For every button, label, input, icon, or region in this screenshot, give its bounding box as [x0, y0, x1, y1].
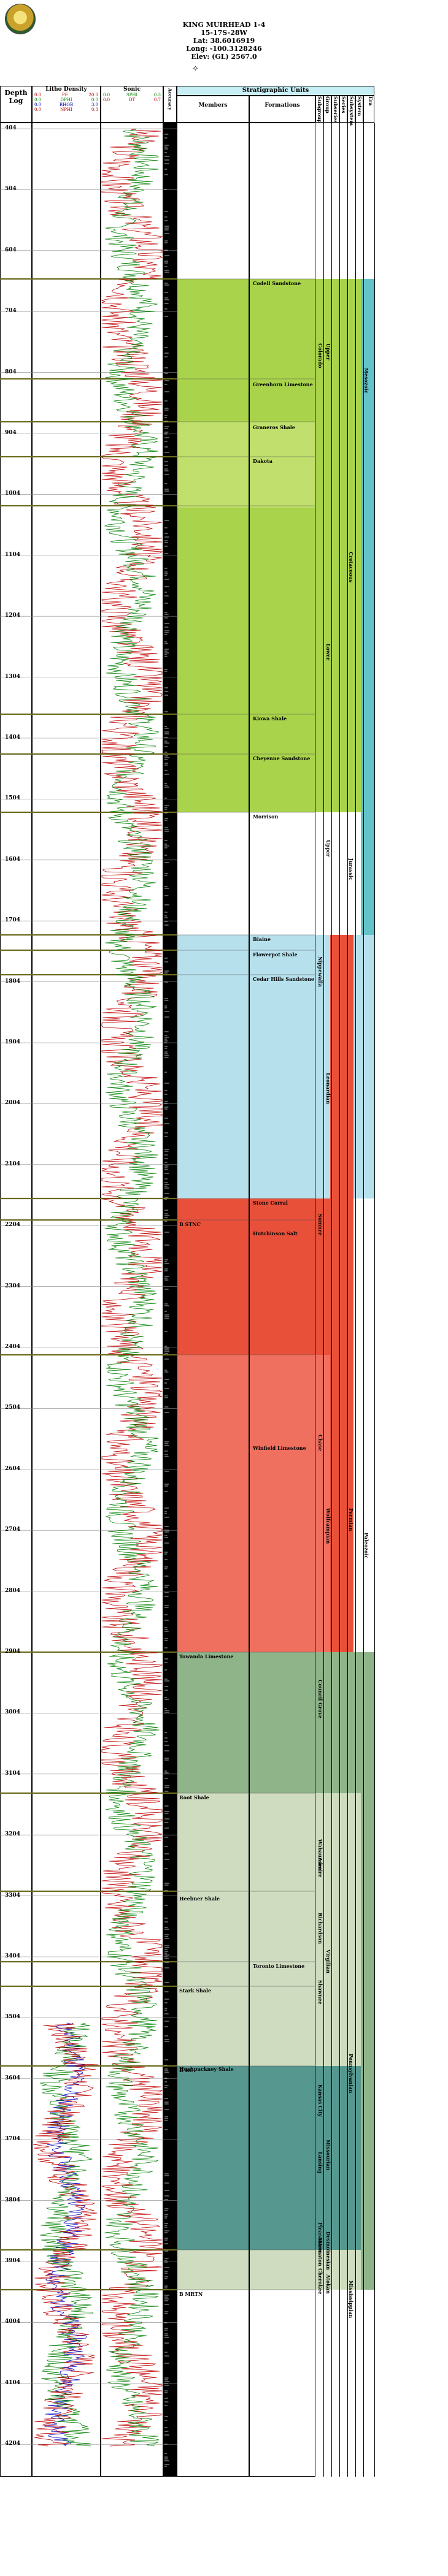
- member-label: Graneros Shale: [253, 424, 295, 430]
- depth-label: 2304: [5, 1283, 29, 1289]
- depth-label: 1104: [5, 552, 29, 558]
- depth-label: 1204: [5, 612, 29, 619]
- member-label: B STNC: [179, 1221, 201, 1227]
- depth-label: 1404: [5, 734, 29, 741]
- strat-unit-label: Desmoinesian: [325, 2231, 331, 2270]
- member-label: Cedar Hills Sandstone: [253, 976, 314, 982]
- depth-label: 3504: [5, 2014, 29, 2020]
- member-label: Kiowa Shale: [253, 715, 287, 722]
- depth-label: 704: [5, 308, 29, 314]
- strat-unit-label: Jurassic: [348, 858, 354, 880]
- depth-label: 1004: [5, 490, 29, 497]
- depth-label: 404: [5, 125, 29, 131]
- strat-unit-label: Mississippian: [348, 2281, 354, 2318]
- member-label: Towanda Limestone: [179, 1653, 233, 1660]
- depth-label: 2204: [5, 1222, 29, 1228]
- strat-unit-label: Permian: [348, 1508, 354, 1531]
- depth-label: 1304: [5, 674, 29, 680]
- strat-unit-label: Virgilian: [325, 1949, 331, 1973]
- depth-label: 4004: [5, 2319, 29, 2325]
- strat-unit-label: Sumner: [317, 1214, 323, 1235]
- strat-unit-label: Cherokee: [317, 2268, 323, 2295]
- strat-unit-label: Nippewalla: [317, 956, 323, 987]
- depth-label: 2904: [5, 1648, 29, 1655]
- depth-label: 3004: [5, 1709, 29, 1715]
- strat-unit-label: Leonardian: [325, 1073, 331, 1104]
- depth-label: 3104: [5, 1770, 29, 1777]
- strat-unit-label: Lansing: [317, 2152, 323, 2174]
- depth-label: 804: [5, 369, 29, 375]
- depth-label: 2804: [5, 1588, 29, 1594]
- strat-unit-label: Atokan: [325, 2274, 331, 2294]
- strat-unit-label: Upper: [325, 840, 331, 856]
- depth-label: 2104: [5, 1161, 29, 1167]
- depth-label: 1904: [5, 1039, 29, 1045]
- strat-unit-label: Missourian: [325, 2140, 331, 2170]
- depth-label: 1704: [5, 917, 29, 923]
- depth-label: 3204: [5, 1831, 29, 1837]
- depth-label: 3304: [5, 1892, 29, 1899]
- depth-label: 504: [5, 186, 29, 192]
- strat-unit-label: Wabaunsee: [317, 1839, 323, 1870]
- member-label: Cheyenne Sandstone: [253, 755, 310, 761]
- strat-unit-label: Colorado: [317, 343, 323, 368]
- depth-label: 2004: [5, 1100, 29, 1106]
- depth-label: 2504: [5, 1404, 29, 1411]
- strat-unit-label: Council Grove: [317, 1680, 323, 1718]
- member-label: Stone Corral: [253, 1200, 288, 1206]
- depth-label: 4204: [5, 2441, 29, 2447]
- strat-unit-label: Wolfcampian: [325, 1508, 331, 1544]
- depth-label: 3904: [5, 2258, 29, 2264]
- depth-label: 604: [5, 247, 29, 253]
- depth-label: 3404: [5, 1953, 29, 1959]
- member-label: Greenhorn Limestone: [253, 381, 313, 387]
- member-label: Root Shale: [179, 1794, 209, 1801]
- strat-unit-label: Marmaton: [317, 2238, 323, 2266]
- strat-unit-label: Richardson: [317, 1913, 323, 1944]
- member-label: B MRTN: [179, 2291, 203, 2297]
- depth-label: 2704: [5, 1526, 29, 1533]
- member-label: Flowerpot Shale: [253, 951, 298, 958]
- sonic-dt-curve: [102, 129, 162, 2446]
- strat-unit-label: Upper: [325, 343, 331, 360]
- strat-unit-label: Cretaceous: [348, 552, 354, 582]
- member-label: Blaine: [253, 936, 271, 942]
- member-label: Toronto Limestone: [253, 1963, 304, 1969]
- strat-unit-label: Paleozoic: [363, 1533, 369, 1558]
- depth-label: 4104: [5, 2380, 29, 2386]
- strat-unit-label: Lower: [325, 644, 331, 660]
- depth-label: 1604: [5, 856, 29, 863]
- member-label: Codell Sandstone: [253, 280, 301, 286]
- strat-unit-label: Chase: [317, 1435, 323, 1451]
- depth-label: 3804: [5, 2197, 29, 2203]
- depth-label: 2604: [5, 1466, 29, 1472]
- member-label: Hutchinson Salt: [253, 1230, 298, 1237]
- depth-label: 904: [5, 430, 29, 436]
- strat-unit-label: Shawnee: [317, 1980, 323, 2005]
- depth-label: 1804: [5, 978, 29, 985]
- member-label: Dakota: [253, 458, 272, 464]
- member-label: Heebner Shale: [179, 1896, 220, 1902]
- depth-label: 1504: [5, 795, 29, 801]
- strat-unit-label: Mesozoic: [363, 368, 369, 394]
- depth-label: 3604: [5, 2075, 29, 2081]
- member-label: B KC: [179, 2067, 193, 2073]
- strat-unit-label: Pennsylvanian: [348, 2054, 354, 2093]
- member-label: Winfield Limestone: [253, 1445, 306, 1451]
- depth-label: 2404: [5, 1344, 29, 1350]
- member-label: Stark Shale: [179, 1987, 211, 1994]
- member-label: Morrison: [253, 814, 278, 820]
- strat-unit-label: Kansas City: [317, 2084, 323, 2117]
- depth-label: 3704: [5, 2136, 29, 2142]
